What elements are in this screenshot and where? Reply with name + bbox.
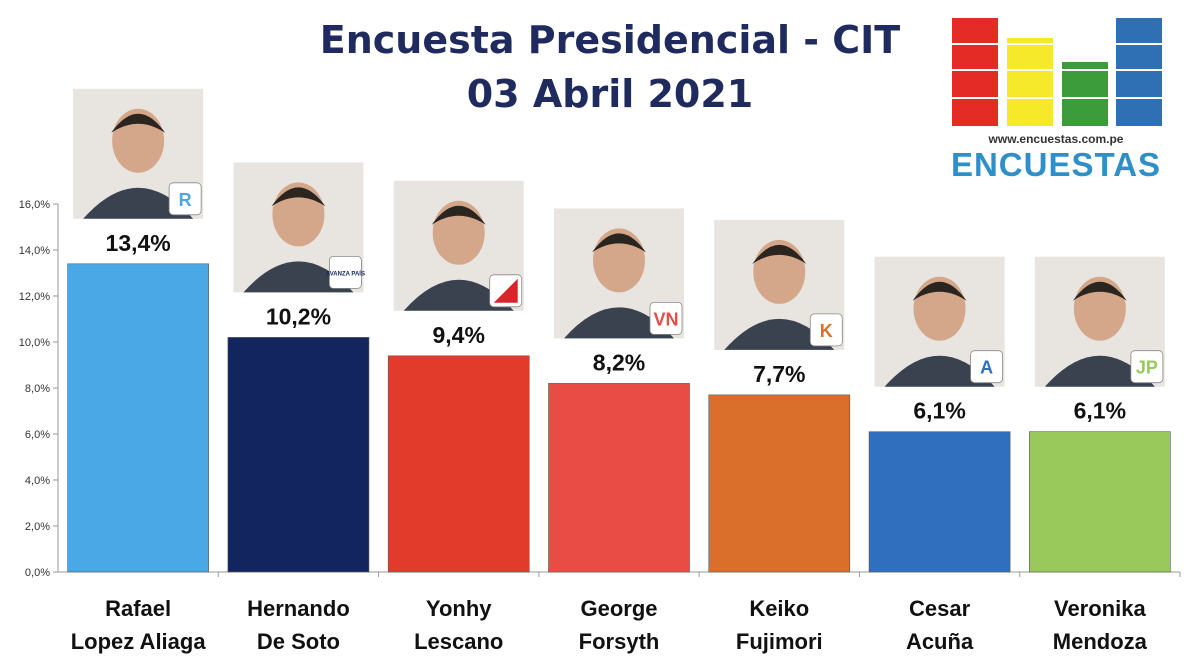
svg-text:AVANZA PAÍS: AVANZA PAÍS [326, 269, 365, 277]
value-label: 9,4% [432, 322, 484, 348]
y-tick-label: 14,0% [19, 245, 50, 257]
juntos-peru-icon: JP [1130, 350, 1164, 384]
svg-text:K: K [820, 321, 833, 341]
y-tick-label: 16,0% [19, 199, 50, 211]
bar [548, 383, 690, 573]
svg-text:VN: VN [653, 309, 678, 329]
logo-bar-blue [1116, 18, 1162, 126]
app-icon: A [970, 350, 1003, 384]
victoria-nacional-icon: VN [649, 301, 683, 335]
logo-url: www.encuestas.com.pe [988, 132, 1124, 146]
value-label: 13,4% [106, 230, 171, 256]
category-label: Forsyth [579, 629, 660, 654]
y-tick-label: 4,0% [25, 475, 50, 487]
logo-bar-yellow [1007, 38, 1053, 126]
category-label: Veronika [1054, 596, 1146, 621]
value-label: 7,7% [753, 361, 805, 387]
category-label: Fujimori [736, 629, 823, 654]
svg-text:R: R [179, 190, 192, 210]
logo-name: ENCUESTAS [950, 146, 1162, 183]
category-label: Lescano [414, 629, 503, 654]
category-label: Keiko [749, 596, 809, 621]
value-label: 6,1% [913, 398, 965, 424]
y-tick-label: 10,0% [19, 337, 50, 349]
bar [67, 263, 209, 573]
y-tick-label: 12,0% [19, 291, 50, 303]
svg-text:A: A [980, 358, 993, 378]
y-tick-label: 2,0% [25, 521, 50, 533]
y-tick-label: 0,0% [25, 567, 50, 579]
bar [387, 355, 530, 573]
bar [868, 431, 1011, 573]
category-label: Cesar [909, 596, 971, 621]
logo-bar-red [952, 18, 998, 126]
chart-title: Encuesta Presidencial - CIT [319, 18, 901, 62]
category-label: De Soto [257, 629, 340, 654]
bar [227, 337, 370, 573]
category-label: Yonhy [426, 596, 492, 621]
fuerza-popular-icon: K [809, 313, 843, 347]
category-label: Hernando [247, 596, 350, 621]
y-tick-label: 8,0% [25, 383, 50, 395]
candidate-photo [73, 88, 204, 219]
category-label: George [580, 596, 657, 621]
logo-bar-green [1062, 62, 1108, 126]
bar [1029, 431, 1171, 573]
category-label: Mendoza [1053, 629, 1148, 654]
value-label: 8,2% [593, 349, 645, 375]
category-label: Acuña [906, 629, 974, 654]
encuestas-logo [950, 18, 1162, 126]
candidate-photo [874, 256, 1005, 387]
y-tick-label: 6,0% [25, 429, 50, 441]
renovacion-popular-icon: R [168, 182, 202, 216]
value-label: 10,2% [266, 303, 331, 329]
category-label: Rafael [105, 596, 171, 621]
avanza-pais-icon: AVANZA PAÍS [326, 255, 365, 289]
bar [708, 394, 851, 573]
category-label: Lopez Aliaga [71, 629, 207, 654]
chart-subtitle: 03 Abril 2021 [466, 72, 754, 116]
accion-popular-icon [489, 274, 523, 308]
svg-text:JP: JP [1136, 358, 1158, 378]
value-label: 6,1% [1074, 398, 1126, 424]
